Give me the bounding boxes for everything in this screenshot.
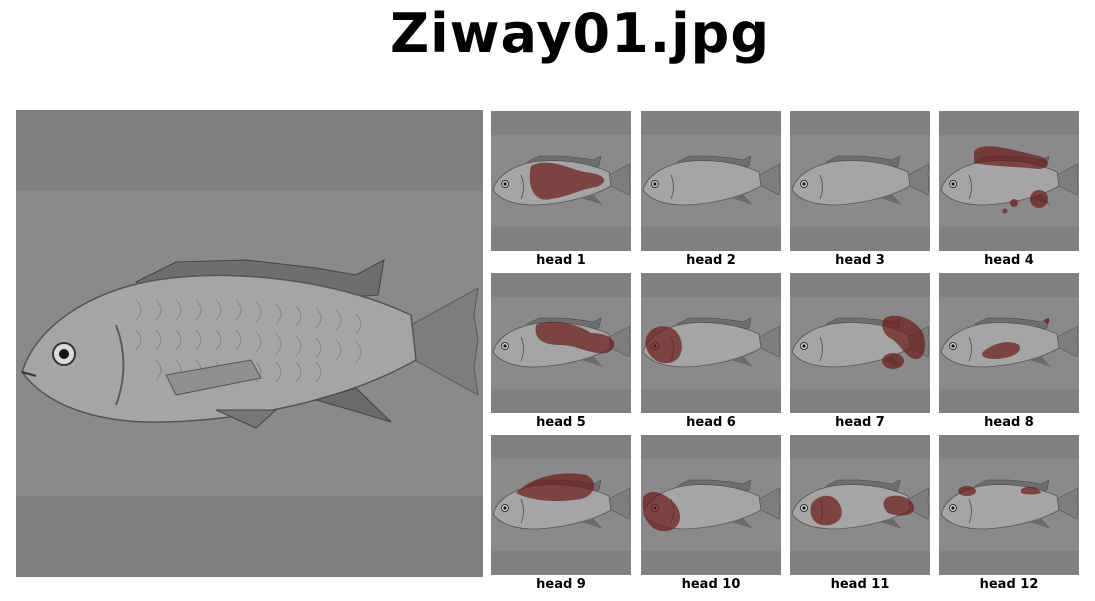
- head-label: head 1: [536, 253, 586, 268]
- head-label: head 4: [984, 253, 1034, 268]
- head-4-attention-map: [939, 111, 1079, 251]
- head-tile: head 1: [491, 111, 631, 268]
- head-tile: head 8: [939, 273, 1079, 430]
- head-3-attention-map: [790, 111, 930, 251]
- head-label: head 5: [536, 415, 586, 430]
- head-tile: head 2: [641, 111, 781, 268]
- head-label: head 9: [536, 577, 586, 592]
- head-label: head 2: [686, 253, 736, 268]
- head-9-attention-map: [491, 435, 631, 575]
- head-label: head 12: [979, 577, 1039, 592]
- head-6-attention-map: [641, 273, 781, 413]
- head-tile: head 3: [790, 111, 930, 268]
- head-tile: head 10: [641, 435, 781, 592]
- head-label: head 3: [835, 253, 885, 268]
- head-label: head 10: [681, 577, 741, 592]
- head-11-attention-map: [790, 435, 930, 575]
- head-12-attention-map: [939, 435, 1079, 575]
- head-tile: head 7: [790, 273, 930, 430]
- fish-illustration: [21, 259, 479, 429]
- head-tile: head 12: [939, 435, 1079, 592]
- source-image: [16, 110, 483, 577]
- head-tile: head 4: [939, 111, 1079, 268]
- head-tile: head 5: [491, 273, 631, 430]
- head-label: head 7: [835, 415, 885, 430]
- head-label: head 6: [686, 415, 736, 430]
- head-5-attention-map: [491, 273, 631, 413]
- head-10-attention-map: [641, 435, 781, 575]
- head-tile: head 6: [641, 273, 781, 430]
- head-label: head 8: [984, 415, 1034, 430]
- head-tile: head 9: [491, 435, 631, 592]
- head-tile: head 11: [790, 435, 930, 592]
- page-title: Ziway01.jpg: [389, 2, 770, 65]
- head-label: head 11: [830, 577, 890, 592]
- head-2-attention-map: [641, 111, 781, 251]
- head-8-attention-map: [939, 273, 1079, 413]
- head-7-attention-map: [790, 273, 930, 413]
- head-1-attention-map: [491, 111, 631, 251]
